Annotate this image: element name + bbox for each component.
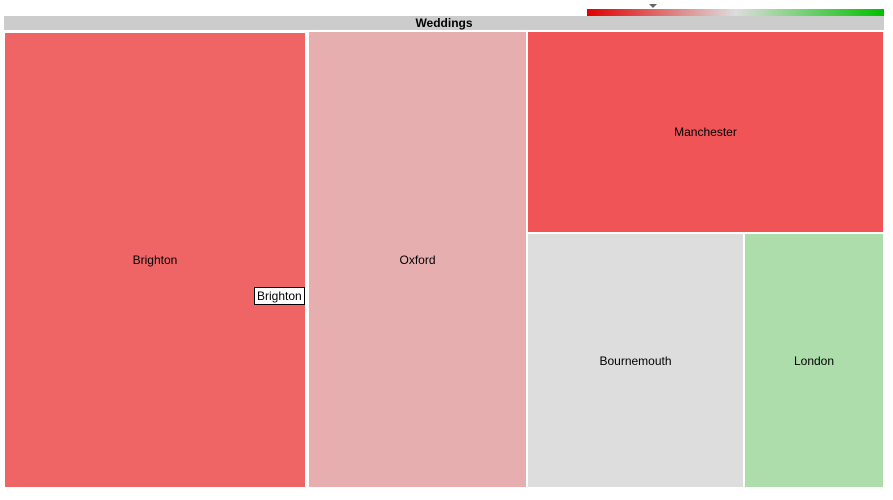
treemap-tile-oxford[interactable]: Oxford xyxy=(308,31,527,488)
treemap-label-london: London xyxy=(793,353,835,368)
treemap-label-bournemouth: Bournemouth xyxy=(599,353,672,368)
treemap-area: Brighton Oxford Manchester Bournemouth L… xyxy=(4,31,884,488)
tooltip: Brighton xyxy=(254,287,305,305)
treemap-tile-bournemouth[interactable]: Bournemouth xyxy=(527,233,744,488)
treemap-tile-manchester[interactable]: Manchester xyxy=(527,31,884,233)
color-scale-marker-icon xyxy=(649,4,657,8)
treemap-label-oxford: Oxford xyxy=(399,252,436,267)
treemap-label-brighton: Brighton xyxy=(132,253,178,267)
treemap-tile-brighton[interactable]: Brighton xyxy=(4,31,308,488)
chart-title[interactable]: Weddings xyxy=(4,16,884,30)
treemap-label-manchester: Manchester xyxy=(674,125,737,139)
color-scale-legend xyxy=(587,4,884,17)
treemap-tile-london[interactable]: London xyxy=(744,233,884,488)
color-scale-gradient xyxy=(587,9,884,17)
